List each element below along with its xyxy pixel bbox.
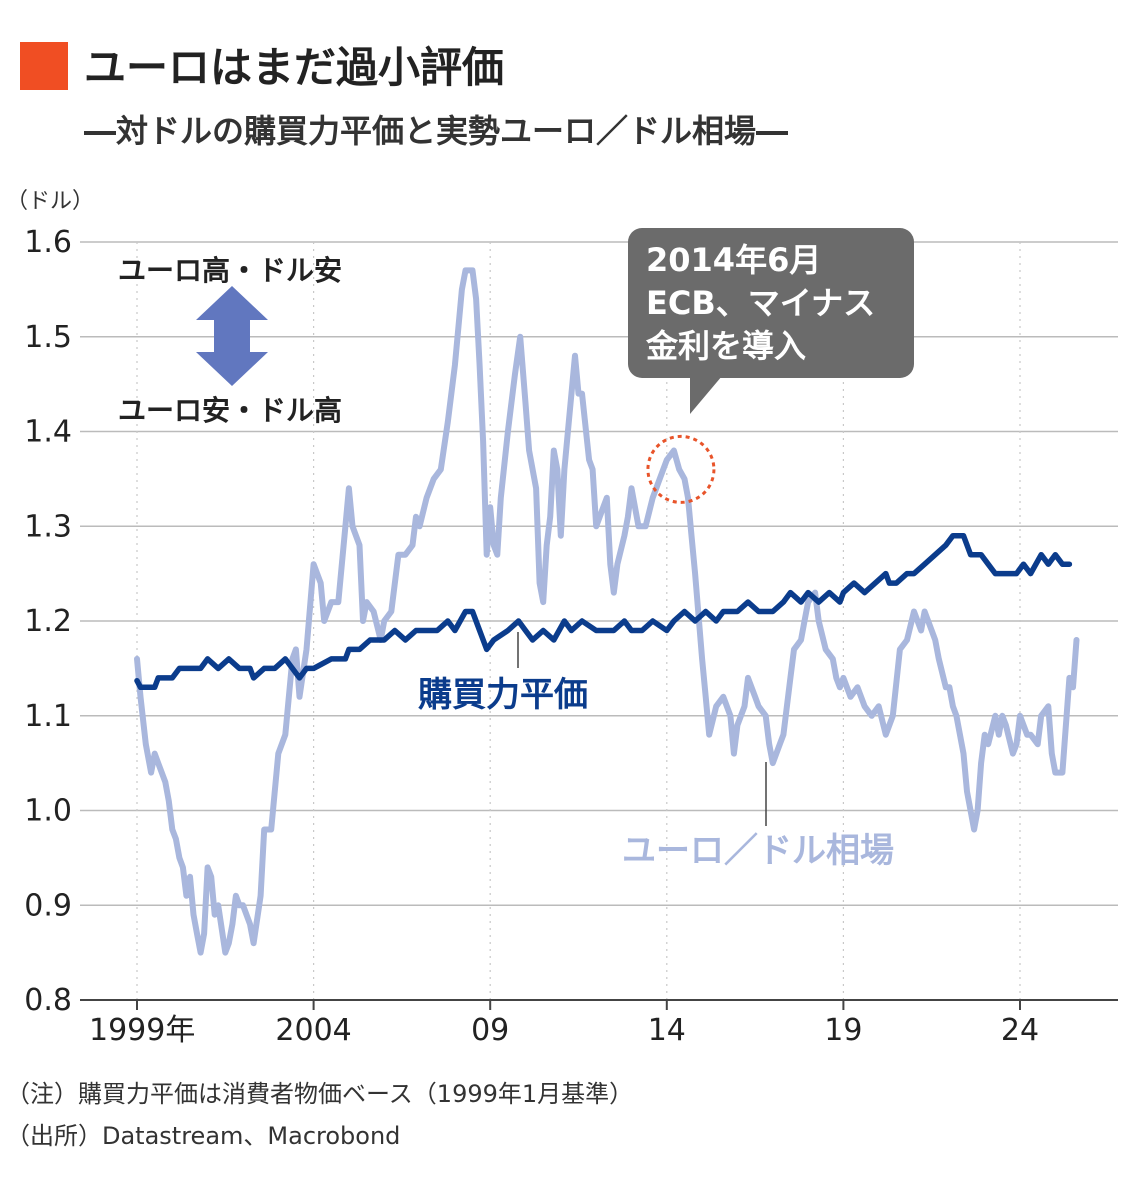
y-tick-label: 1.6 [24, 225, 72, 260]
y-tick-label: 1.1 [24, 699, 72, 734]
x-tick-label: 09 [471, 1013, 509, 1048]
chart-subtitle: ―対ドルの購買力平価と実勢ユーロ／ドル相場― [84, 112, 788, 150]
x-tick-label: 1999年 [89, 1013, 195, 1048]
x-tick-label: 14 [648, 1013, 686, 1048]
footnote-source: （出所）Datastream、Macrobond [6, 1122, 400, 1150]
x-tick-labels: 1999年 2004 09 14 19 24 [89, 1000, 1039, 1048]
title-square-marker [20, 42, 68, 90]
y-tick-label: 1.3 [24, 509, 72, 544]
callout-highlight-circle [646, 434, 716, 504]
callout-box [628, 228, 914, 378]
spot-series-line [134, 267, 1080, 956]
x-tick-label: 2004 [275, 1013, 351, 1048]
y-tick-label: 1.0 [24, 794, 72, 829]
spot-series-label: ユーロ／ドル相場 [622, 831, 894, 871]
up-down-arrow-icon [196, 286, 268, 386]
x-tick-label: 24 [1001, 1013, 1039, 1048]
callout-line-1: 2014年6月 [646, 241, 821, 279]
callout: 2014年6月 ECB、マイナス 金利を導入 [628, 228, 914, 414]
y-tick-label: 1.5 [24, 320, 72, 355]
y-tick-label: 1.2 [24, 604, 72, 639]
y-tick-labels: 1.6 1.5 1.4 1.3 1.2 1.1 1.0 0.9 0.8 [24, 225, 72, 1018]
y-tick-label: 0.8 [24, 983, 72, 1018]
ppp-series-line [134, 532, 1073, 691]
chart-title: ユーロはまだ過小評価 [84, 43, 504, 92]
y-tick-label: 0.9 [24, 888, 72, 923]
callout-pointer [690, 376, 722, 414]
grid-layer [80, 241, 1118, 906]
y-tick-label: 1.4 [24, 415, 72, 450]
callout-line-2: ECB、マイナス [646, 284, 875, 322]
footnote-note: （注）購買力平価は消費者物価ベース（1999年1月基準） [6, 1080, 633, 1108]
callout-line-3: 金利を導入 [645, 327, 806, 365]
series-layer [134, 267, 1080, 956]
direction-note-bottom: ユーロ安・ドル高 [118, 394, 342, 427]
direction-note-top: ユーロ高・ドル安 [118, 254, 342, 287]
y-axis-unit: （ドル） [6, 189, 94, 214]
ppp-series-label: 購買力平価 [418, 675, 588, 715]
x-tick-label: 19 [824, 1013, 862, 1048]
